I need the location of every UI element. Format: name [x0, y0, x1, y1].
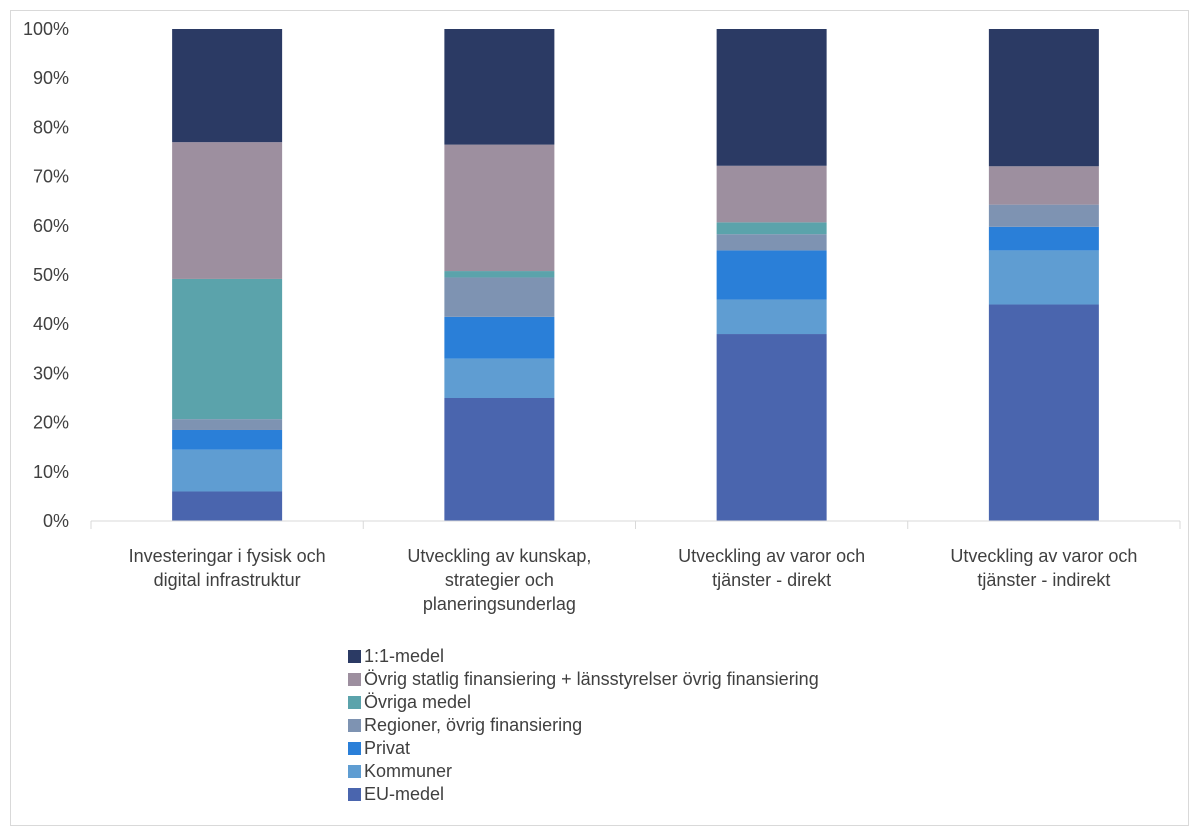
bar-segment: [172, 29, 283, 143]
y-tick-label: 30%: [33, 363, 69, 383]
bar-segment: [988, 29, 1099, 167]
legend-label: Regioner, övrig finansiering: [364, 715, 583, 735]
legend-swatch: [348, 765, 361, 778]
legend-label: Kommuner: [364, 761, 453, 781]
legend-item: EU-medel: [348, 783, 819, 806]
x-category-label-line: Utveckling av varor och: [950, 546, 1137, 566]
bar-segment: [172, 278, 283, 420]
x-category-label: Utveckling av varor och tjänster - indire…: [950, 546, 1137, 590]
y-tick-label: 0%: [43, 511, 69, 531]
bar-segment: [444, 277, 555, 317]
y-axis: 0% 10% 20% 30% 40% 50% 60% 70% 80% 90% 100%: [23, 19, 69, 531]
bar-stack: [988, 29, 1099, 521]
legend-item: Kommuner: [348, 760, 819, 783]
bar-segment: [716, 299, 827, 335]
bar-segment: [716, 222, 827, 235]
bar-segment: [716, 250, 827, 300]
bar-segment: [716, 334, 827, 521]
bar-segment: [172, 491, 283, 521]
bar-segment: [172, 419, 283, 430]
bar-segment: [988, 226, 1099, 251]
bar-segment: [172, 429, 283, 450]
y-tick-label: 40%: [33, 314, 69, 334]
x-axis: Investeringar i fysisk och digital infras…: [90, 520, 1181, 614]
bar-segment: [988, 204, 1099, 227]
bar-segment: [444, 29, 555, 145]
y-tick-label: 20%: [33, 413, 69, 433]
bar-stack: [444, 29, 555, 521]
y-tick-label: 90%: [33, 68, 69, 88]
x-category-label-line: Utveckling av varor och: [678, 546, 865, 566]
x-category-label: Utveckling av varor och tjänster - direkt: [678, 546, 865, 590]
legend-swatch: [348, 696, 361, 709]
x-category-label-line: tjänster - indirekt: [977, 570, 1110, 590]
bar-segment: [444, 316, 555, 359]
bar-segment: [716, 29, 827, 166]
legend-swatch: [348, 673, 361, 686]
legend: 1:1-medel Övrig statlig finansiering + lä…: [348, 645, 819, 806]
bars: [172, 29, 1099, 521]
bar-stack: [716, 29, 827, 521]
legend-item: Regioner, övrig finansiering: [348, 714, 819, 737]
bar-segment: [716, 234, 827, 251]
y-tick-label: 60%: [33, 216, 69, 236]
bar-segment: [172, 449, 283, 492]
bar-segment: [444, 398, 555, 521]
bar-segment: [716, 165, 827, 223]
bar-segment: [988, 250, 1099, 305]
legend-label: EU-medel: [364, 784, 445, 804]
legend-swatch: [348, 719, 361, 732]
bar-segment: [172, 142, 283, 279]
y-tick-label: 10%: [33, 462, 69, 482]
stacked-bar-chart: 0% 10% 20% 30% 40% 50% 60% 70% 80% 90% 100% Invest…: [23, 19, 1181, 614]
bar-segment: [444, 271, 555, 278]
legend-label: Övriga medel: [364, 692, 472, 712]
bar-stack: [172, 29, 283, 521]
legend-label: Privat: [364, 738, 411, 758]
x-category-label-line: tjänster - direkt: [712, 570, 831, 590]
bar-segment: [988, 166, 1099, 205]
y-tick-label: 100%: [23, 19, 69, 39]
x-category-label-line: digital infrastruktur: [154, 570, 301, 590]
legend-item: Övrig statlig finansiering + länsstyrels…: [348, 668, 819, 691]
bar-segment: [444, 144, 555, 272]
y-tick-label: 50%: [33, 265, 69, 285]
legend-swatch: [348, 742, 361, 755]
y-tick-label: 80%: [33, 117, 69, 137]
legend-label: Övrig statlig finansiering + länsstyrels…: [364, 669, 819, 689]
bar-segment: [988, 304, 1099, 521]
y-tick-label: 70%: [33, 167, 69, 187]
legend-item: 1:1-medel: [348, 645, 819, 668]
legend-item: Övriga medel: [348, 691, 819, 714]
x-category-label: Utveckling av kunskap, strategier och plan…: [407, 546, 591, 614]
x-category-label: Investeringar i fysisk och digital infras…: [129, 546, 326, 590]
x-category-label-line: Utveckling av kunskap,: [407, 546, 591, 566]
x-category-label-line: strategier och: [445, 570, 554, 590]
x-category-label-line: Investeringar i fysisk och: [129, 546, 326, 566]
x-category-label-line: planeringsunderlag: [423, 594, 576, 614]
legend-item: Privat: [348, 737, 819, 760]
legend-swatch: [348, 788, 361, 801]
legend-label: 1:1-medel: [364, 646, 445, 666]
legend-swatch: [348, 650, 361, 663]
bar-segment: [444, 358, 555, 398]
